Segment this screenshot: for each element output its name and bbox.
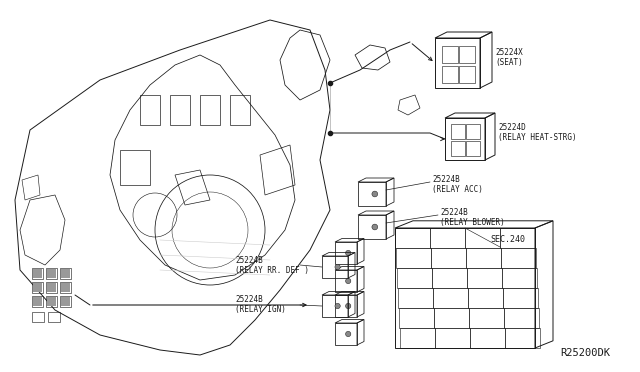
Text: 25224X
(SEAT): 25224X (SEAT) [495,48,523,67]
Polygon shape [33,297,42,306]
Polygon shape [47,269,56,278]
Text: R25200DK: R25200DK [560,348,610,358]
Text: 25224D
(RELAY HEAT-STRG): 25224D (RELAY HEAT-STRG) [498,123,577,142]
Polygon shape [33,283,42,292]
Circle shape [346,278,351,283]
Circle shape [372,191,378,197]
Text: SEC.240: SEC.240 [490,235,525,244]
Polygon shape [47,297,56,306]
Text: 25224B
(RELAY RR. DEF ): 25224B (RELAY RR. DEF ) [235,256,309,275]
Circle shape [346,250,351,256]
Text: 25224B
(RELAY BLOWER): 25224B (RELAY BLOWER) [440,208,505,227]
Polygon shape [61,297,70,306]
Circle shape [346,303,351,309]
Circle shape [335,264,340,270]
Polygon shape [61,283,70,292]
Circle shape [335,303,340,309]
Polygon shape [61,269,70,278]
Circle shape [372,224,378,230]
Polygon shape [47,283,56,292]
Polygon shape [33,269,42,278]
Text: 25224B
(RELAY IGN): 25224B (RELAY IGN) [235,295,286,314]
Text: 25224B
(RELAY ACC): 25224B (RELAY ACC) [432,175,483,195]
Circle shape [346,331,351,337]
